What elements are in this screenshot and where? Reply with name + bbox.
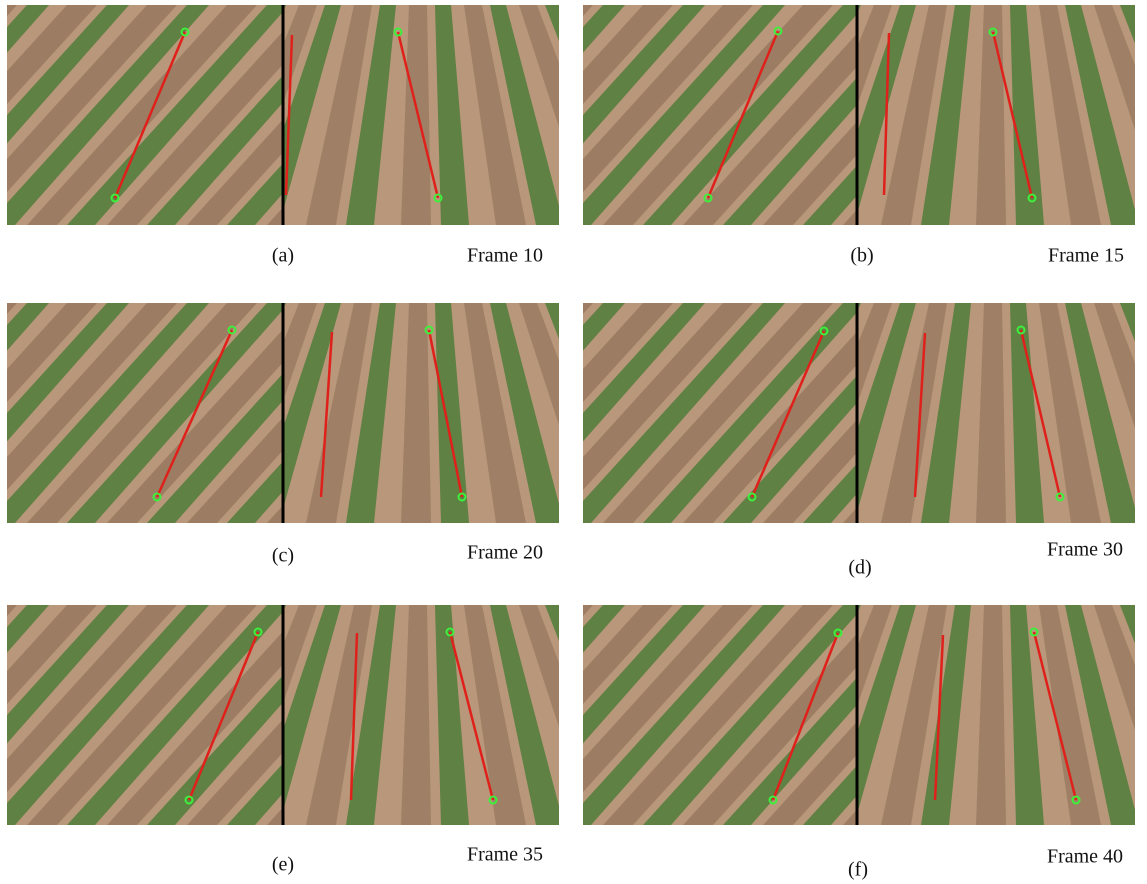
frame-label: Frame 30 [1047, 539, 1123, 562]
field-photo [583, 303, 1135, 523]
panel-label: (f) [848, 859, 868, 882]
frame-label: Frame 15 [1048, 245, 1124, 268]
figure: (a) Frame 10 (b) Frame 15 (c) Frame 20 (d) Fram… [0, 0, 1147, 884]
frame-label: Frame 40 [1047, 846, 1123, 869]
frame-label: Frame 20 [467, 542, 543, 565]
panel-label: (e) [272, 854, 294, 877]
field-photo [7, 303, 559, 523]
field-photo [7, 605, 559, 825]
frame-label: Frame 35 [467, 844, 543, 867]
panel-label: (c) [272, 545, 294, 568]
panel-label: (d) [848, 557, 871, 580]
field-photo [583, 5, 1135, 225]
field-photo [583, 605, 1135, 825]
frame-label: Frame 10 [467, 245, 543, 268]
field-photo [7, 5, 559, 225]
panel-label: (a) [272, 245, 294, 268]
panel-label: (b) [850, 245, 873, 268]
